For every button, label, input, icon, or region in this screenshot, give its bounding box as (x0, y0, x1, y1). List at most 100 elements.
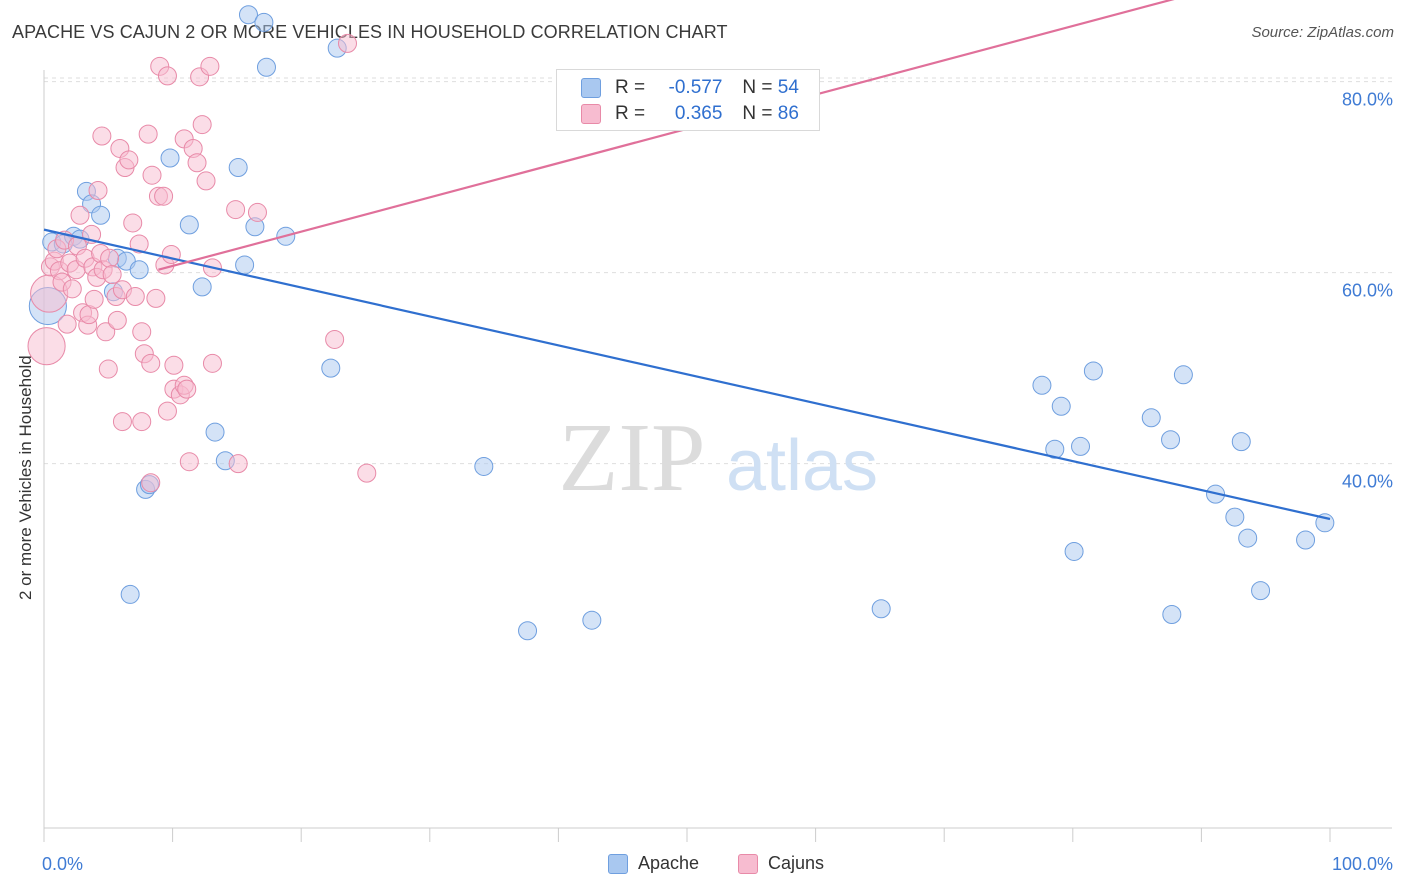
cajuns-point (157, 66, 177, 86)
apache-point (1141, 408, 1161, 428)
y-tick-label: 80.0% (1342, 90, 1393, 110)
cajuns-point (196, 171, 216, 191)
cajuns-point (146, 288, 166, 308)
cajuns-point (84, 289, 104, 309)
cajuns-point (107, 310, 127, 330)
apache-point (254, 12, 274, 32)
cajuns-point (132, 322, 152, 342)
cajuns-point (70, 205, 90, 225)
apache-swatch (581, 78, 601, 98)
apache-point (1064, 541, 1084, 561)
cajuns-point (119, 150, 139, 170)
apache-point (238, 5, 258, 25)
r-label: R = (615, 77, 646, 98)
n-value: 86 (777, 103, 799, 124)
cajuns-point (228, 454, 248, 474)
apache-point (1296, 530, 1316, 550)
watermark: ZIP atlas (559, 404, 879, 512)
cajuns-point (187, 153, 207, 173)
apache-point (120, 584, 140, 604)
apache-point (1083, 361, 1103, 381)
apache-point (205, 422, 225, 442)
r-value: 0.365 (674, 103, 723, 124)
cajuns-point (179, 452, 199, 472)
apache-point (1161, 430, 1181, 450)
apache-point (321, 358, 341, 378)
cajuns-point (112, 412, 132, 432)
apache-point (228, 158, 248, 178)
tick-labels: 40.0%60.0%80.0%100.0%0.0%100.0% (42, 90, 1393, 874)
stats-row-cajuns: R = 0.365 N = 86 (581, 101, 799, 127)
apache-point (871, 599, 891, 619)
cajuns-point (200, 56, 220, 76)
cajuns-point (62, 279, 82, 299)
apache-point (129, 260, 149, 280)
cajuns-point (88, 180, 108, 200)
legend-item-cajuns[interactable]: Cajuns (738, 853, 824, 874)
cajuns-point (141, 473, 161, 493)
apache-point (256, 57, 276, 77)
apache-point (518, 621, 538, 641)
legend-label-apache: Apache (638, 853, 700, 873)
cajuns-point (129, 234, 149, 254)
cajuns-swatch (581, 104, 601, 124)
cajuns-point (154, 186, 174, 206)
cajuns-point (337, 33, 357, 53)
watermark-atlas: atlas (726, 426, 878, 506)
apache-point (1032, 375, 1052, 395)
x-tick-label: 0.0% (42, 854, 83, 874)
cajuns-point (202, 353, 222, 373)
apache-point (235, 255, 255, 275)
legend-item-apache[interactable]: Apache (608, 853, 699, 874)
stats-row-apache: R = -0.577 N = 54 (581, 75, 799, 101)
cajuns-point (164, 355, 184, 375)
y-tick-label: 60.0% (1342, 281, 1393, 301)
apache-point (1231, 432, 1251, 452)
x-tick-label: 100.0% (1332, 854, 1393, 874)
r-label: R = (615, 103, 646, 124)
cajuns-point (357, 463, 377, 483)
apache-point (1051, 396, 1071, 416)
apache-point (1225, 507, 1245, 527)
cajuns-point (125, 286, 145, 306)
watermark-zip: ZIP (559, 404, 706, 512)
apache-trend-line (43, 228, 1331, 521)
cajuns-point (27, 327, 66, 366)
apache-legend-swatch (608, 853, 628, 874)
y-tick-label: 40.0% (1342, 472, 1393, 492)
cajuns-point (102, 265, 122, 285)
stats-legend: R = -0.577 N = 54 R = 0.365 N = 86 (556, 69, 820, 131)
source-label: Source: ZipAtlas.com (1251, 24, 1394, 41)
cajuns-point (192, 115, 212, 135)
cajuns-point (132, 412, 152, 432)
n-label: N = (742, 77, 773, 98)
apache-point (179, 215, 199, 235)
r-value: -0.577 (668, 77, 723, 98)
cajuns-point (123, 213, 143, 233)
n-label: N = (742, 103, 773, 124)
cajuns-point (177, 379, 197, 399)
apache-point (91, 205, 111, 225)
apache-point (1251, 581, 1271, 601)
apache-point (192, 277, 212, 297)
chart-title: APACHE VS CAJUN 2 OR MORE VEHICLES IN HO… (12, 22, 728, 42)
cajuns-point (141, 353, 161, 373)
apache-point (474, 456, 494, 476)
n-value: 54 (777, 77, 799, 98)
cajuns-legend-swatch (738, 853, 758, 874)
apache-point (1238, 528, 1258, 548)
cajuns-point (142, 165, 162, 185)
legend-label-cajuns: Cajuns (768, 853, 825, 873)
apache-point (1162, 604, 1182, 624)
cajuns-point (96, 322, 116, 342)
cajuns-point (325, 329, 345, 349)
cajuns-point (98, 359, 118, 379)
apache-point (1173, 365, 1193, 385)
apache-point (1071, 436, 1091, 456)
apache-point (160, 148, 180, 168)
apache-point (582, 610, 602, 630)
cajuns-point (92, 126, 112, 146)
axes (43, 70, 1392, 842)
cajuns-point (157, 401, 177, 421)
